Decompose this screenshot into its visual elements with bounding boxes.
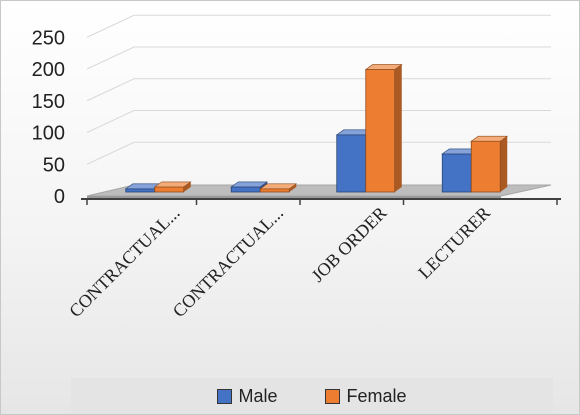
legend-label-female: Female	[346, 385, 407, 406]
bar-side-female	[500, 136, 508, 192]
bar-male	[441, 153, 472, 193]
bar-side-female	[183, 181, 191, 192]
gridline	[86, 110, 551, 133]
gridlines	[86, 14, 551, 165]
legend-swatch-male	[217, 388, 233, 404]
y-tick-label: 0	[54, 186, 65, 208]
x-axis-ticks: CONTRACTUAL...CONTRACTUAL... JOB ORDER LEC…	[65, 199, 558, 321]
bar-male	[336, 134, 367, 193]
x-tick-label: LECTURER	[414, 203, 494, 283]
x-tick-label: JOB ORDER	[307, 203, 390, 286]
x-tick-label: CONTRACTUAL...	[169, 203, 287, 321]
bars	[124, 64, 509, 193]
bar-female	[154, 186, 185, 193]
bar-male	[230, 186, 261, 193]
bar-side-female	[289, 183, 297, 192]
legend-swatch-female	[325, 388, 341, 404]
bar-female	[365, 69, 396, 193]
bar-top-male	[230, 181, 269, 188]
gridline	[86, 46, 551, 70]
gridline	[86, 14, 551, 38]
bar-top-female	[153, 181, 192, 188]
chart-floor	[81, 184, 561, 200]
y-tick-label: 200	[32, 59, 65, 81]
y-tick-label: 50	[43, 154, 65, 176]
bar-top-female	[364, 64, 403, 70]
bar-male	[125, 188, 156, 193]
legend-entry-female: Female	[325, 385, 407, 407]
bar-top-female	[470, 135, 509, 142]
legend-entry-male: Male	[217, 386, 277, 407]
gridline	[86, 78, 551, 102]
bar-top-female	[259, 183, 298, 190]
x-tick-label: CONTRACTUAL...	[65, 203, 183, 321]
y-tick-label: 100	[32, 123, 65, 145]
legend: Male Female	[71, 378, 553, 414]
y-tick-label: 150	[32, 91, 65, 113]
y-tick-label: 250	[32, 27, 65, 49]
y-axis-ticks: 0 50 100 150 200 250	[32, 27, 65, 208]
gridline	[86, 141, 551, 165]
bar-female	[259, 188, 290, 193]
bar-female	[470, 140, 501, 193]
bar-side-female	[394, 64, 402, 192]
legend-label-male: Male	[238, 385, 278, 406]
